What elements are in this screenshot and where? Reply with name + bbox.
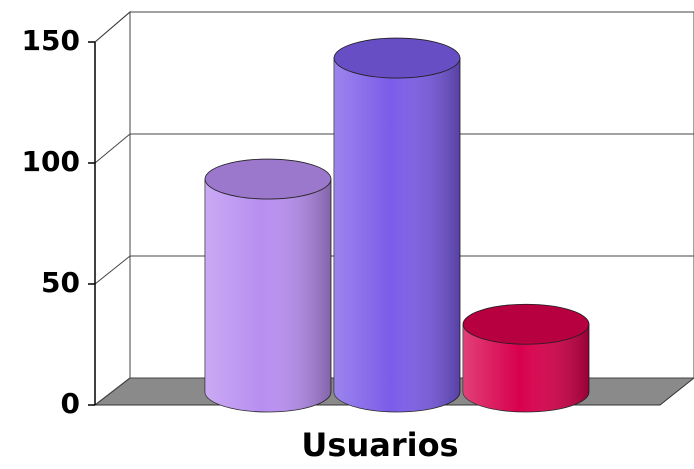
- cylinder-top-shade: [463, 304, 589, 345]
- cylinder: [333, 37, 461, 413]
- grid-line: [94, 11, 131, 43]
- cylinder-shade: [334, 58, 460, 412]
- cylinder-top: [462, 303, 590, 345]
- cylinder: [204, 158, 332, 413]
- grid-line: [94, 377, 131, 406]
- cylinder-top: [204, 158, 332, 200]
- cylinder: [462, 303, 590, 413]
- y-tick-label: 0: [61, 387, 80, 420]
- y-tick-label: 100: [22, 145, 80, 178]
- cylinder-top-shade: [334, 38, 460, 79]
- grid-line: [94, 133, 131, 164]
- cylinder-shade: [463, 324, 589, 412]
- y-tick-label: 50: [41, 266, 80, 299]
- cylinder-top: [333, 37, 461, 79]
- x-tick-label: Usuarios: [301, 426, 458, 464]
- grid-line: [94, 255, 131, 285]
- side-wall: [94, 10, 131, 407]
- y-tick-label: 150: [22, 24, 80, 57]
- cylinder-shade: [205, 179, 331, 412]
- bars: [204, 37, 590, 413]
- cylinder-top-shade: [205, 159, 331, 200]
